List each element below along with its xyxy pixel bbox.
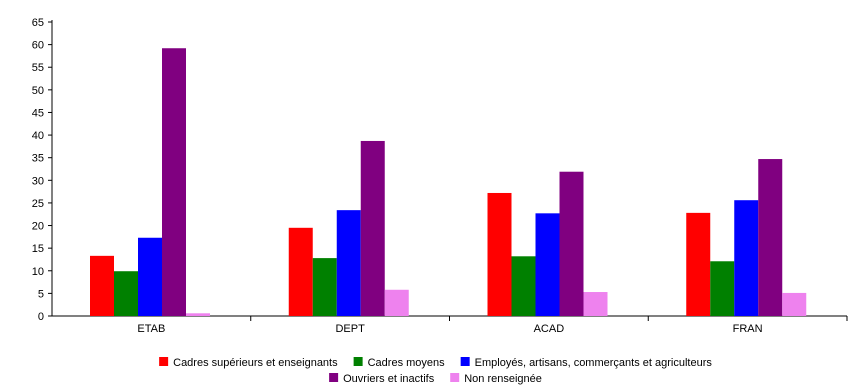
bar xyxy=(114,271,138,316)
legend: Cadres supérieurs et enseignants Cadres m… xyxy=(159,357,712,385)
x-category-label: FRAN xyxy=(733,323,763,335)
bar xyxy=(535,213,560,316)
legend-swatch xyxy=(460,357,470,366)
legend-swatch xyxy=(353,357,363,366)
y-tick-label: 65 xyxy=(32,17,44,29)
y-tick-label: 5 xyxy=(38,288,44,300)
bars xyxy=(90,48,807,316)
bar xyxy=(90,255,114,316)
y-tick-label: 0 xyxy=(38,311,44,323)
legend-swatch xyxy=(159,357,169,366)
legend-label: Cadres supérieurs et enseignants xyxy=(173,357,338,369)
y-tick-label: 20 xyxy=(32,221,44,233)
x-category-label: ACAD xyxy=(534,323,565,335)
legend-label: Employés, artisans, commerçants et agric… xyxy=(475,357,713,369)
x-category-label: ETAB xyxy=(137,323,165,335)
bar xyxy=(710,261,735,316)
legend-label: Ouvriers et inactifs xyxy=(343,373,435,385)
bar xyxy=(559,171,584,316)
bar xyxy=(288,227,313,316)
bar xyxy=(138,237,162,316)
x-category-label: DEPT xyxy=(335,323,365,335)
legend-label: Cadres moyens xyxy=(368,357,446,369)
y-tick-label: 25 xyxy=(32,198,44,210)
y-tick-label: 45 xyxy=(32,107,44,119)
bar xyxy=(186,313,210,316)
bar xyxy=(312,258,337,316)
bar xyxy=(360,140,385,316)
bar xyxy=(511,256,536,316)
bar xyxy=(336,210,361,316)
bar xyxy=(686,212,711,316)
bar xyxy=(583,292,608,316)
bar xyxy=(487,192,512,316)
legend-swatch xyxy=(450,373,460,382)
bar xyxy=(782,292,807,316)
bar xyxy=(162,48,186,316)
bar xyxy=(758,159,783,316)
bar xyxy=(384,289,409,316)
y-tick-label: 15 xyxy=(32,243,44,255)
legend-swatch xyxy=(329,373,339,382)
y-tick-label: 30 xyxy=(32,175,44,187)
y-tick-label: 10 xyxy=(32,266,44,278)
legend-label: Non renseignée xyxy=(464,373,542,385)
y-tick-label: 50 xyxy=(32,85,44,97)
bar xyxy=(734,200,759,316)
y-tick-label: 35 xyxy=(32,153,44,165)
y-tick-label: 40 xyxy=(32,130,44,142)
y-tick-label: 55 xyxy=(32,62,44,74)
y-tick-label: 60 xyxy=(32,40,44,52)
